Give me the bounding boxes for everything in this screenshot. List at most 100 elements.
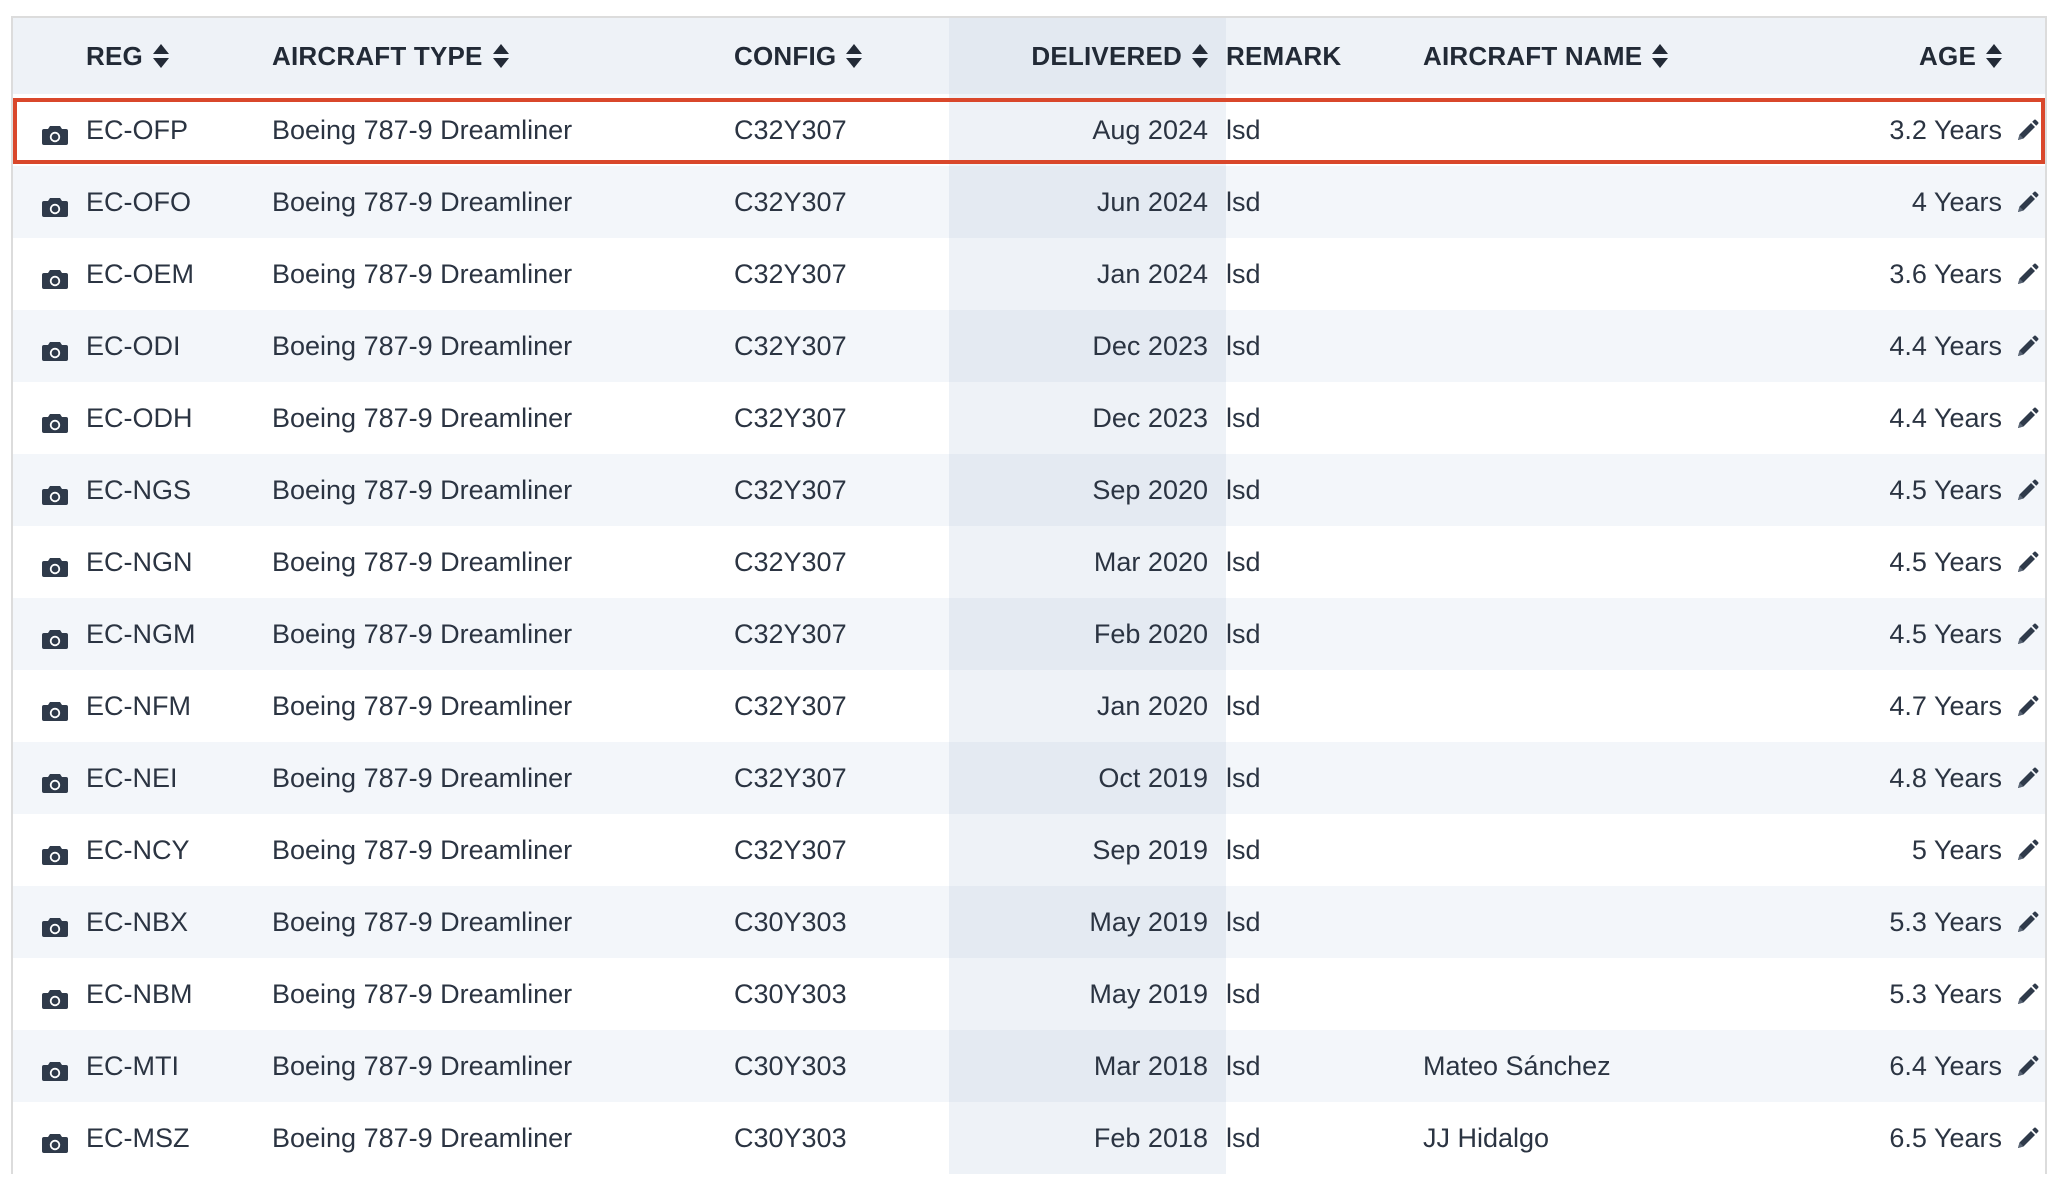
photo-cell[interactable] <box>13 526 86 598</box>
sort-icon[interactable] <box>846 43 863 69</box>
pencil-icon[interactable] <box>2015 1127 2039 1151</box>
header-aircraft-type[interactable]: AIRCRAFT TYPE <box>272 18 734 94</box>
pencil-icon[interactable] <box>2015 911 2039 935</box>
reg-cell[interactable]: EC-NBM <box>86 978 193 1009</box>
reg-cell[interactable]: EC-ODI <box>86 330 181 361</box>
photo-cell[interactable] <box>13 598 86 670</box>
reg-cell[interactable]: EC-MTI <box>86 1050 179 1081</box>
table-row[interactable]: EC-ODI Boeing 787-9 Dreamliner C32Y307 Dec … <box>13 310 2045 382</box>
table-row[interactable]: EC-NBX Boeing 787-9 Dreamliner C30Y303 May … <box>13 886 2045 958</box>
sort-icon[interactable] <box>492 43 509 69</box>
pencil-icon[interactable] <box>2015 839 2039 863</box>
reg-cell[interactable]: EC-NGM <box>86 618 196 649</box>
edit-cell[interactable] <box>2002 886 2045 958</box>
camera-icon[interactable] <box>41 265 68 290</box>
photo-cell[interactable] <box>13 814 86 886</box>
pencil-icon[interactable] <box>2015 479 2039 503</box>
reg-cell[interactable]: EC-OFP <box>86 114 189 145</box>
photo-cell[interactable] <box>13 310 86 382</box>
edit-cell[interactable] <box>2002 454 2045 526</box>
table-row[interactable]: EC-MTI Boeing 787-9 Dreamliner C30Y303 Mar … <box>13 1030 2045 1102</box>
photo-cell[interactable] <box>13 1030 86 1102</box>
edit-cell[interactable] <box>2002 238 2045 310</box>
sort-icon[interactable] <box>1986 43 2002 69</box>
pencil-icon[interactable] <box>2015 263 2039 287</box>
pencil-icon[interactable] <box>2015 623 2039 647</box>
edit-cell[interactable] <box>2002 598 2045 670</box>
edit-cell[interactable] <box>2002 670 2045 742</box>
pencil-icon[interactable] <box>2015 983 2039 1007</box>
camera-icon[interactable] <box>41 193 68 218</box>
reg-cell[interactable]: EC-NCY <box>86 834 190 865</box>
header-delivered[interactable]: DELIVERED <box>949 18 1226 94</box>
table-row[interactable]: EC-OFO Boeing 787-9 Dreamliner C32Y307 Jun … <box>13 166 2045 238</box>
table-row[interactable]: EC-ODH Boeing 787-9 Dreamliner C32Y307 Dec … <box>13 382 2045 454</box>
camera-icon[interactable] <box>41 985 68 1010</box>
table-row[interactable]: EC-NGN Boeing 787-9 Dreamliner C32Y307 Mar … <box>13 526 2045 598</box>
photo-cell[interactable] <box>13 94 86 166</box>
sort-icon[interactable] <box>1652 43 1669 69</box>
table-row[interactable]: EC-NBM Boeing 787-9 Dreamliner C30Y303 May … <box>13 958 2045 1030</box>
edit-cell[interactable] <box>2002 94 2045 166</box>
camera-icon[interactable] <box>41 841 68 866</box>
header-age[interactable]: AGE <box>1765 18 2002 94</box>
photo-cell[interactable] <box>13 454 86 526</box>
pencil-icon[interactable] <box>2015 119 2039 143</box>
reg-cell[interactable]: EC-NGN <box>86 546 193 577</box>
table-row[interactable]: EC-OFP Boeing 787-9 Dreamliner C32Y307 Aug … <box>13 94 2045 166</box>
pencil-icon[interactable] <box>2015 551 2039 575</box>
reg-cell[interactable]: EC-OEM <box>86 258 194 289</box>
table-row[interactable]: EC-NCY Boeing 787-9 Dreamliner C32Y307 Sep … <box>13 814 2045 886</box>
edit-cell[interactable] <box>2002 526 2045 598</box>
header-reg[interactable]: REG <box>86 18 272 94</box>
camera-icon[interactable] <box>41 697 68 722</box>
reg-cell[interactable]: EC-OFO <box>86 186 191 217</box>
pencil-icon[interactable] <box>2015 1055 2039 1079</box>
photo-cell[interactable] <box>13 238 86 310</box>
edit-cell[interactable] <box>2002 310 2045 382</box>
reg-cell[interactable]: EC-MSZ <box>86 1122 190 1153</box>
camera-icon[interactable] <box>41 409 68 434</box>
camera-icon[interactable] <box>41 337 68 362</box>
edit-cell[interactable] <box>2002 166 2045 238</box>
header-config[interactable]: CONFIG <box>734 18 949 94</box>
pencil-icon[interactable] <box>2015 695 2039 719</box>
camera-icon[interactable] <box>41 625 68 650</box>
camera-icon[interactable] <box>41 1129 68 1154</box>
pencil-icon[interactable] <box>2015 191 2039 215</box>
photo-cell[interactable] <box>13 166 86 238</box>
header-aircraft-name[interactable]: AIRCRAFT NAME <box>1423 18 1765 94</box>
table-row[interactable]: EC-MSZ Boeing 787-9 Dreamliner C30Y303 Feb … <box>13 1102 2045 1174</box>
camera-icon[interactable] <box>41 769 68 794</box>
photo-cell[interactable] <box>13 382 86 454</box>
reg-cell[interactable]: EC-ODH <box>86 402 193 433</box>
camera-icon[interactable] <box>41 121 68 146</box>
camera-icon[interactable] <box>41 553 68 578</box>
edit-cell[interactable] <box>2002 382 2045 454</box>
edit-cell[interactable] <box>2002 1102 2045 1174</box>
reg-cell[interactable]: EC-NBX <box>86 906 189 937</box>
pencil-icon[interactable] <box>2015 335 2039 359</box>
sort-icon[interactable] <box>1192 43 1208 69</box>
camera-icon[interactable] <box>41 1057 68 1082</box>
photo-cell[interactable] <box>13 1102 86 1174</box>
table-row[interactable]: EC-OEM Boeing 787-9 Dreamliner C32Y307 Jan … <box>13 238 2045 310</box>
reg-cell[interactable]: EC-NEI <box>86 762 178 793</box>
photo-cell[interactable] <box>13 670 86 742</box>
photo-cell[interactable] <box>13 742 86 814</box>
table-row[interactable]: EC-NGM Boeing 787-9 Dreamliner C32Y307 Feb … <box>13 598 2045 670</box>
reg-cell[interactable]: EC-NGS <box>86 474 192 505</box>
photo-cell[interactable] <box>13 886 86 958</box>
edit-cell[interactable] <box>2002 958 2045 1030</box>
camera-icon[interactable] <box>41 481 68 506</box>
edit-cell[interactable] <box>2002 742 2045 814</box>
table-row[interactable]: EC-NEI Boeing 787-9 Dreamliner C32Y307 Oct … <box>13 742 2045 814</box>
edit-cell[interactable] <box>2002 814 2045 886</box>
edit-cell[interactable] <box>2002 1030 2045 1102</box>
pencil-icon[interactable] <box>2015 767 2039 791</box>
pencil-icon[interactable] <box>2015 407 2039 431</box>
photo-cell[interactable] <box>13 958 86 1030</box>
reg-cell[interactable]: EC-NFM <box>86 690 191 721</box>
camera-icon[interactable] <box>41 913 68 938</box>
sort-icon[interactable] <box>152 43 169 69</box>
